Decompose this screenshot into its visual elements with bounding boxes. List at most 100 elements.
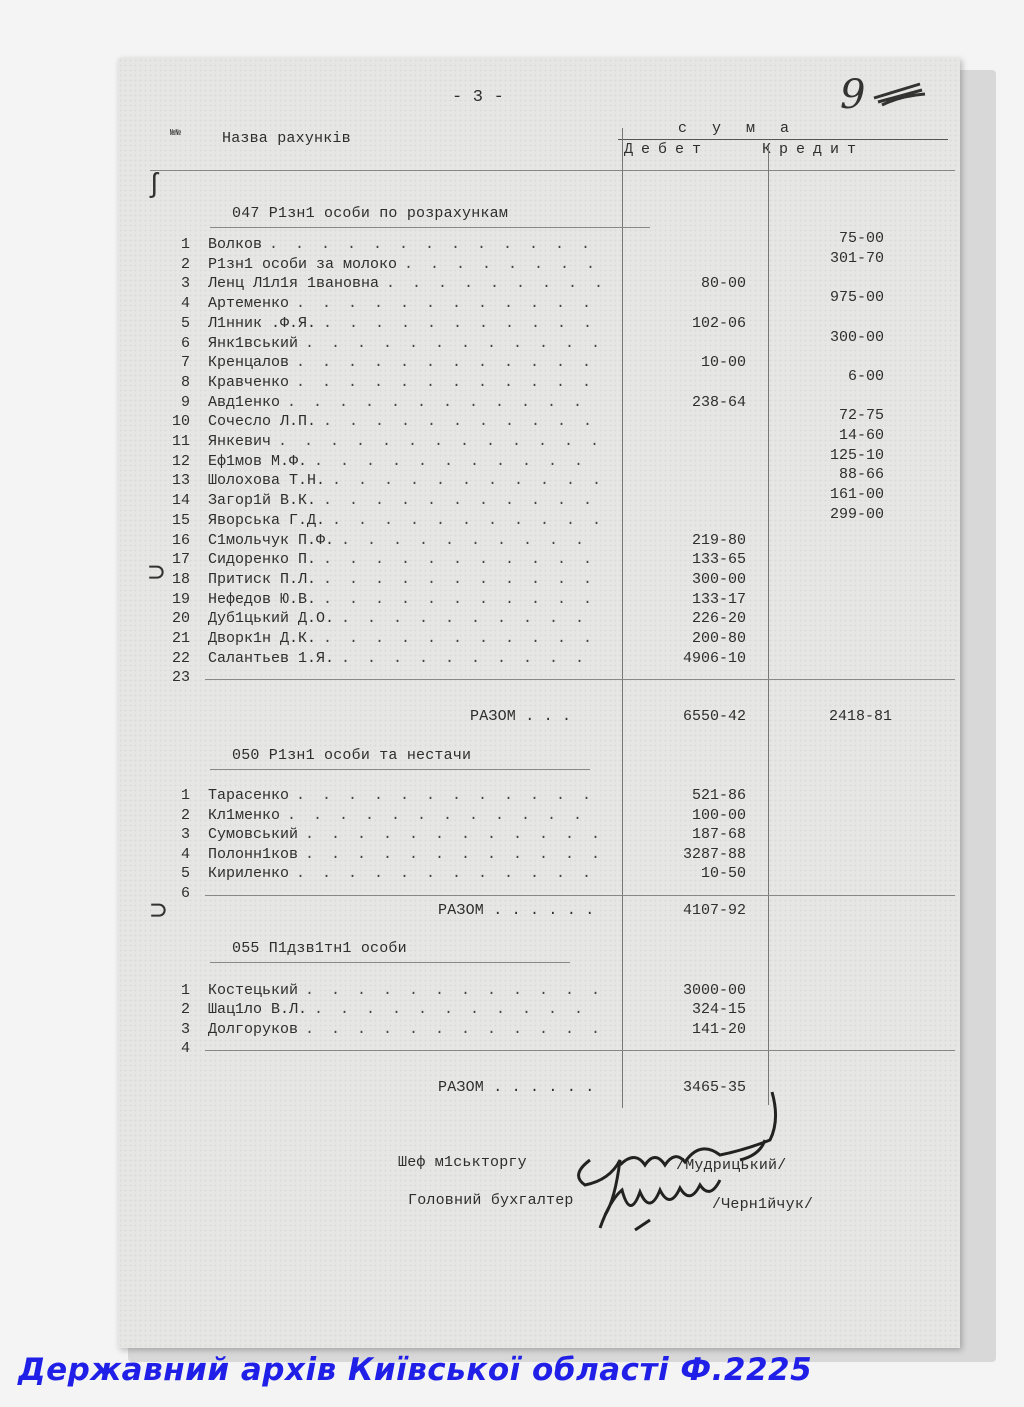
leader-dots: . . . . . . . . . . . . . . . . . . . . … — [332, 511, 600, 529]
debit-amount: 4906-10 — [682, 649, 746, 667]
debit-amount: 219-80 — [691, 531, 746, 549]
row-number: 4 — [180, 295, 190, 313]
row-number: 2 — [180, 1001, 190, 1019]
binder-hole-mark: ʃ — [146, 170, 163, 201]
debit-amount: 187-68 — [691, 826, 746, 843]
row-number: 14 — [171, 492, 190, 510]
total-rule — [205, 894, 955, 896]
account-name: Янкевич — [208, 433, 272, 450]
credit-amount: 75-00 — [838, 230, 884, 247]
account-name: Волков — [208, 236, 263, 253]
leader-dots: . . . . . . . . . . . . . . . . . . . . … — [314, 1001, 600, 1019]
account-name: Долгоруков — [208, 1020, 299, 1038]
debit-amount: 300-00 — [691, 570, 746, 588]
row-number: 10 — [171, 413, 190, 431]
account-name: Р1зн1 особи за молоко — [208, 255, 398, 273]
leader-dots: . . . . . . . . . . . . . . . . . . . . … — [323, 314, 600, 332]
account-name: Шац1ло В.Л. — [208, 1001, 308, 1019]
total-debit: 4107-92 — [682, 902, 746, 919]
leader-dots: . . . . . . . . . . . . . . . . . . . . … — [296, 865, 600, 882]
section-title: 050 Р1зн1 особи та нестачи — [232, 747, 472, 764]
credit-amount: 88-66 — [838, 466, 884, 484]
account-name: С1мольчук П.Ф. — [208, 531, 335, 549]
row-number: 15 — [171, 511, 190, 529]
credit-column-line — [768, 145, 769, 1105]
debit-amount: 324-15 — [691, 1001, 746, 1019]
debit-amount: 10-00 — [700, 354, 746, 372]
row-number: 21 — [171, 630, 190, 647]
leader-dots: . . . . . . . . . . . . . . . . . . . . … — [323, 570, 600, 588]
total-label: РАЗОМ . . . . . . — [438, 1079, 595, 1096]
leader-dots: . . . . . . . . . . . . . . . . . . . . … — [341, 531, 600, 549]
total-label: РАЗОМ . . . — [470, 708, 572, 725]
row-number: 16 — [171, 531, 190, 549]
row-number: 12 — [171, 452, 190, 470]
account-name: Сочесло Л.П. — [208, 413, 317, 431]
row-number: 1 — [180, 982, 190, 999]
signature-name-1: /Черн1йчук/ — [712, 1196, 814, 1213]
leader-dots: . . . . . . . . . . . . . . . . . . . . … — [305, 826, 600, 843]
leader-dots: . . . . . . . . . . . . . . . . . . . . … — [323, 413, 600, 431]
row-number: 3 — [180, 1020, 190, 1038]
section-title-underline — [210, 962, 570, 963]
total-rule — [205, 679, 955, 681]
sum-header: с у м а — [678, 120, 798, 137]
account-name: Нефедов Ю.В. — [208, 590, 317, 608]
row-number: 22 — [171, 649, 190, 667]
row-number: 4 — [180, 1040, 190, 1058]
row-number: 5 — [180, 865, 190, 882]
signature-title-0: Шеф м1ськторгу — [398, 1154, 527, 1171]
leader-dots: . . . . . . . . . . . . . . . . . . . . … — [332, 472, 600, 490]
leader-dots: . . . . . . . . . . . . . . . . . . . . … — [296, 373, 600, 391]
row-number: 2 — [180, 806, 190, 824]
credit-amount: 301-70 — [829, 249, 884, 267]
total-debit: 6550-42 — [682, 708, 746, 725]
account-name: Кл1менко — [208, 806, 281, 824]
signature-name-0: /Мудрицький/ — [676, 1157, 787, 1174]
binder-hole-mark: ⊃ — [148, 559, 165, 590]
debit-amount: 200-80 — [691, 630, 746, 647]
binder-hole-mark: ⊃ — [150, 897, 167, 928]
leader-dots: . . . . . . . . . . . . . . . . . . . . … — [323, 492, 600, 510]
section-title: 055 П1дзв1тн1 особи — [232, 940, 407, 957]
account-name: Шолохова Т.Н. — [208, 472, 326, 490]
credit-amount: 14-60 — [838, 427, 884, 444]
leader-dots: . . . . . . . . . . . . . . . . . . . . … — [305, 982, 600, 999]
leader-dots: . . . . . . . . . . . . . . . . . . . . … — [287, 806, 600, 824]
row-number: 1 — [180, 236, 190, 253]
account-name: Еф1мов М.Ф. — [208, 452, 308, 470]
row-number: 3 — [180, 826, 190, 843]
row-number: 20 — [171, 610, 190, 628]
account-name: Дворк1н Д.К. — [208, 630, 317, 647]
total-label: РАЗОМ . . . . . . — [438, 902, 595, 919]
row-number: 9 — [180, 393, 190, 411]
account-name: Артеменко — [208, 295, 290, 313]
total-credit: 2418-81 — [828, 708, 892, 725]
debit-amount: 100-00 — [691, 806, 746, 824]
account-name: Яворська Г.Д. — [208, 511, 326, 529]
account-name: Ленц Л1л1я 1ванoвна — [208, 275, 380, 293]
row-number: 13 — [171, 472, 190, 490]
leader-dots: . . . . . . . . . . . . . . . . . . . . … — [314, 452, 600, 470]
document-page — [118, 58, 960, 1348]
credit-header: Кредит — [762, 141, 865, 158]
leader-dots: . . . . . . . . . . . . . . . . . . . . … — [386, 275, 600, 293]
account-name: Сумовський — [208, 826, 299, 843]
account-name: Кренцалов — [208, 354, 290, 372]
debit-header: Дебет — [624, 141, 710, 158]
leader-dots: . . . . . . . . . . . . . . . . . . . . … — [323, 551, 600, 569]
debit-amount: 133-65 — [691, 551, 746, 569]
leader-dots: . . . . . . . . . . . . . . . . . . . . … — [305, 845, 600, 863]
account-name: Авд1енко — [208, 393, 281, 411]
row-number: 6 — [180, 334, 190, 352]
debit-amount: 238-64 — [691, 393, 746, 411]
row-number: 19 — [171, 590, 190, 608]
row-number: 8 — [180, 373, 190, 391]
section-title-underline — [210, 769, 590, 770]
leader-dots: . . . . . . . . . . . . . . . . . . . . … — [296, 295, 600, 313]
credit-amount: 6-00 — [847, 367, 884, 385]
account-name: Тарасенко — [208, 787, 290, 804]
credit-amount: 975-00 — [829, 289, 884, 307]
leader-dots: . . . . . . . . . . . . . . . . . . . . … — [296, 354, 600, 372]
account-name: Сидоренко П. — [208, 551, 317, 569]
